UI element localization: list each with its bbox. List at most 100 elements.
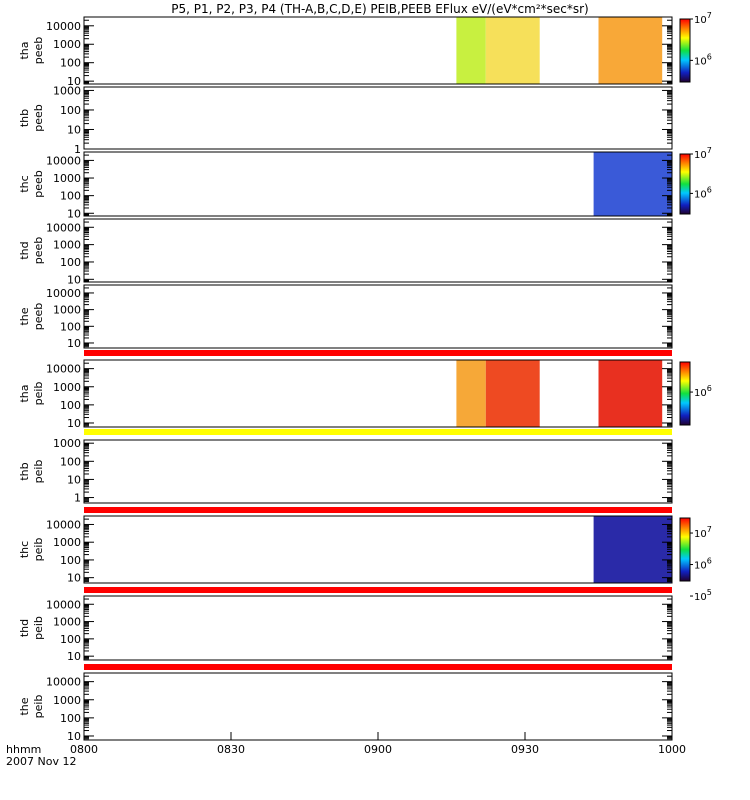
y-tick-label: 10000 [46, 363, 81, 376]
data-block [593, 152, 672, 216]
data-block [456, 360, 486, 427]
panel-the-peeb: 10 100 1000 10000 the peeb [18, 284, 673, 350]
y-tick-label: 1000 [53, 381, 81, 394]
y-tick-label: 10000 [46, 598, 81, 611]
y-axis-label-probe: thb [18, 462, 31, 480]
separator-bar [84, 350, 672, 356]
y-tick-label: 10 [67, 273, 81, 286]
y-axis-label-probe: tha [18, 384, 31, 402]
y-tick-label: 100 [60, 104, 81, 117]
y-axis-label-instrument: peib [32, 538, 45, 562]
y-axis-label-instrument: peib [32, 460, 45, 484]
separator-bar [84, 507, 672, 513]
colorbar [679, 18, 691, 83]
y-axis-label-probe: thc [18, 541, 31, 558]
panel-tha-peeb: 10 100 1000 10000 tha peeb 107 106 [18, 11, 712, 88]
y-tick-label: 1000 [53, 437, 81, 450]
y-tick-label: 10000 [46, 518, 81, 531]
y-axis-label-instrument: peib [32, 382, 45, 406]
panel-the-peib: 10 100 1000 10000 the peib [18, 672, 673, 743]
separator-bar [84, 429, 672, 435]
data-block [485, 360, 540, 427]
panel-frame [83, 151, 673, 217]
panel-frame [83, 86, 673, 150]
y-axis-label-probe: thd [18, 619, 31, 637]
y-axis-label-probe: the [18, 697, 31, 715]
y-tick-label: 1 [74, 492, 81, 505]
x-tick-label: 0930 [511, 743, 539, 756]
data-block [598, 17, 663, 84]
y-axis-label-probe: the [18, 307, 31, 325]
colorbar-tick-exponent: 6 [707, 557, 712, 566]
y-tick-label: 10 [67, 337, 81, 350]
colorbar-tick-exponent: 6 [707, 384, 712, 393]
x-axis-label: hhmm [6, 743, 41, 756]
y-tick-label: 10000 [46, 676, 81, 689]
y-axis-label-instrument: peeb [32, 170, 45, 198]
y-axis-label-instrument: peeb [32, 104, 45, 132]
separator-bar [84, 664, 672, 670]
colorbar [679, 517, 691, 582]
colorbar-tick-label: 107 [694, 11, 712, 26]
colorbar-tick-label: 106 [694, 557, 712, 572]
chart-title: P5, P1, P2, P3, P4 (TH-A,B,C,D,E) PEIB,P… [171, 2, 588, 16]
x-tick-label: 1000 [658, 743, 686, 756]
panel-thb-peeb: 1 10 100 1000 thb peeb [18, 84, 673, 156]
y-tick-label: 1000 [53, 172, 81, 185]
panel-frame [83, 672, 673, 741]
colorbar-tick-exponent: 5 [707, 588, 712, 597]
colorbar-tick-label: 107 [694, 525, 712, 540]
data-block [593, 516, 672, 583]
y-tick-label: 10000 [46, 221, 81, 234]
panel-frame [83, 439, 673, 504]
y-tick-label: 1000 [53, 536, 81, 549]
y-axis-label-instrument: peeb [32, 37, 45, 65]
y-axis-label-instrument: peeb [32, 237, 45, 265]
y-axis-label-probe: tha [18, 41, 31, 59]
y-tick-label: 10000 [46, 287, 81, 300]
panel-frame [83, 359, 673, 428]
y-tick-label: 10 [67, 572, 81, 585]
colorbar-tick-exponent: 6 [707, 52, 712, 61]
x-tick-label: 0800 [70, 743, 98, 756]
separator-bar [84, 587, 672, 593]
data-block [485, 17, 540, 84]
y-axis-label-instrument: peib [32, 695, 45, 719]
y-tick-label: 100 [60, 712, 81, 725]
y-tick-label: 100 [60, 399, 81, 412]
colorbar-tick-exponent: 7 [707, 525, 712, 534]
y-axis-label-instrument: peib [32, 616, 45, 640]
y-tick-label: 100 [60, 256, 81, 269]
y-tick-label: 100 [60, 190, 81, 203]
y-tick-label: 1000 [53, 84, 81, 97]
colorbar-tick-exponent: 7 [707, 146, 712, 155]
panel-thd-peeb: 10 100 1000 10000 thd peeb [18, 218, 673, 286]
x-tick-label: 0900 [364, 743, 392, 756]
y-tick-label: 1000 [53, 616, 81, 629]
y-tick-label: 10 [67, 75, 81, 88]
y-axis-label-instrument: peeb [32, 303, 45, 331]
data-block [456, 17, 486, 84]
y-tick-label: 1000 [53, 38, 81, 51]
y-tick-label: 10 [67, 473, 81, 486]
y-tick-label: 10000 [46, 20, 81, 33]
y-tick-label: 1000 [53, 304, 81, 317]
y-tick-label: 10 [67, 207, 81, 220]
panel-tha-peib: 10 100 1000 10000 tha peib 106 [18, 359, 712, 430]
colorbar-tick-exponent: 6 [707, 185, 712, 194]
y-tick-label: 100 [60, 554, 81, 567]
colorbar-tick-label: 105 [694, 588, 712, 603]
panel-frame [83, 218, 673, 283]
y-tick-label: 10000 [46, 154, 81, 167]
panel-frame [83, 515, 673, 584]
y-axis-label-probe: thd [18, 241, 31, 259]
y-tick-label: 100 [60, 633, 81, 646]
y-tick-label: 1000 [53, 239, 81, 252]
colorbar-tick-label: 106 [694, 384, 712, 399]
date-label: 2007 Nov 12 [6, 755, 76, 768]
y-tick-label: 1000 [53, 694, 81, 707]
panel-thd-peib: 10 100 1000 10000 thd peib [18, 595, 673, 663]
y-axis-label-probe: thc [18, 175, 31, 192]
